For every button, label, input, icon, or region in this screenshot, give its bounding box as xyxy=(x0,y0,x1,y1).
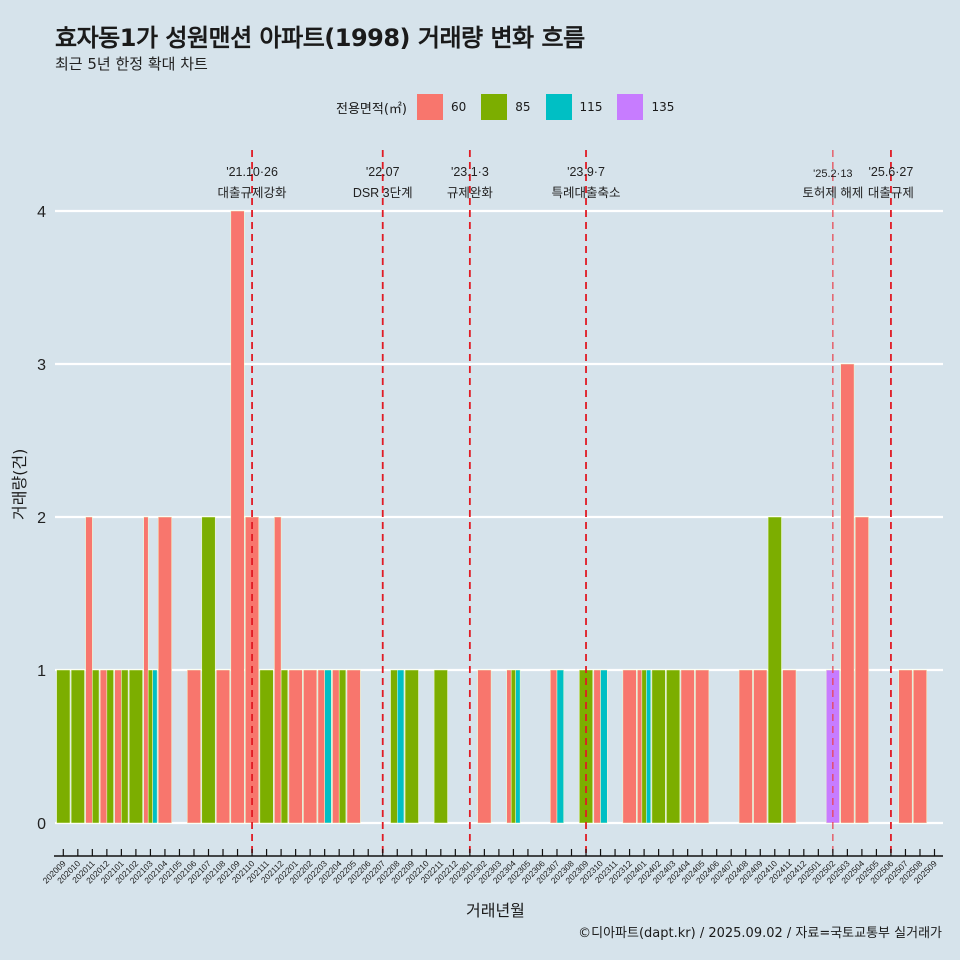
bar-60-202310 xyxy=(593,669,601,824)
bar-60-202411 xyxy=(782,669,797,824)
bar-85-202410 xyxy=(767,516,782,824)
bar-60-202109 xyxy=(230,210,245,824)
bar-60-202302 xyxy=(477,669,492,824)
event-label: 특례대출축소 xyxy=(552,186,621,200)
bar-60-202011 xyxy=(85,516,93,824)
bar-85-202403 xyxy=(666,669,681,824)
bar-85-202208 xyxy=(390,669,398,824)
bar-85-202102 xyxy=(128,669,143,824)
source-caption: ©디아파트(dapt.kr) / 2025.09.02 / 자료=국토교통부 실… xyxy=(578,926,942,941)
bar-85-202009 xyxy=(56,669,71,824)
bar-60-202205 xyxy=(346,669,361,824)
bar-60-202106 xyxy=(187,669,201,824)
event-lines: '21.10·26 대출규제강화 '22.07 DSR 3단계 '23.1·3 규제완화 '… xyxy=(218,150,914,856)
legend-label-85: 85 xyxy=(515,100,531,114)
event-label: 토허제 해제 xyxy=(802,186,863,200)
bar-60-202201 xyxy=(288,669,303,824)
bar-60-202408 xyxy=(738,669,753,824)
chart-title: 효자동1가 성원맨션 아파트(1998) 거래량 변화 흐름 xyxy=(55,24,585,52)
y-axis-title: 거래량(건) xyxy=(10,448,29,520)
bar-85-202011 xyxy=(92,669,100,824)
bar-85-202010 xyxy=(70,669,85,824)
bar-85-202401 xyxy=(641,669,647,824)
bar-115-202310 xyxy=(600,669,608,824)
legend: 전용면적(㎡) 60 85 115 135 xyxy=(336,94,689,120)
bar-60-202112 xyxy=(274,516,282,824)
bar-115-202208 xyxy=(397,669,405,824)
event-date: '22.07 xyxy=(366,165,400,179)
legend-swatch-60 xyxy=(416,94,443,120)
event-date: '25.2·13 xyxy=(813,168,852,180)
legend-swatch-115 xyxy=(545,94,572,120)
bar-115-202304 xyxy=(515,669,521,824)
legend-label-135: 135 xyxy=(651,100,675,114)
y-tick-label: 4 xyxy=(37,204,46,221)
event-label: 규제완화 xyxy=(447,186,494,200)
legend-swatch-135 xyxy=(617,94,644,120)
bar-85-202012 xyxy=(106,669,114,824)
bar-60-202312 xyxy=(622,669,637,824)
bar-60-202404 xyxy=(680,669,695,824)
event-label: 대출규제강화 xyxy=(218,186,288,200)
bar-85-202111 xyxy=(259,669,274,824)
bar-115-202401 xyxy=(646,669,652,824)
event-date: '21.10·26 xyxy=(226,165,278,179)
bar-60-202304 xyxy=(506,669,512,824)
bar-60-202101 xyxy=(114,669,122,824)
legend-label-60: 60 xyxy=(450,100,467,114)
bar-60-202103 xyxy=(143,516,149,824)
x-axis: 2020092020102020112020122021012021022021… xyxy=(41,849,943,885)
event-date: '23.9·7 xyxy=(567,165,605,179)
bar-85-202211 xyxy=(433,669,448,824)
bar-115-202103 xyxy=(152,669,158,824)
bar-85-202112 xyxy=(280,669,289,824)
bar-60-202204 xyxy=(332,669,340,824)
event-label: DSR 3단계 xyxy=(353,186,413,200)
y-tick-label: 2 xyxy=(37,510,46,527)
bar-60-202012 xyxy=(99,669,108,824)
bar-60-202307 xyxy=(550,669,558,824)
bar-60-202405 xyxy=(695,669,710,824)
y-tick-label: 1 xyxy=(37,663,46,680)
legend-swatch-85 xyxy=(481,94,508,120)
bar-60-202507 xyxy=(898,669,913,824)
event-label: 대출규제 xyxy=(868,186,914,200)
bar-115-202203 xyxy=(324,669,332,824)
bar-85-202103 xyxy=(147,669,153,824)
bar-60-202409 xyxy=(753,669,768,824)
chart-subtitle: 최근 5년 한정 확대 차트 xyxy=(55,55,208,73)
bar-60-202504 xyxy=(854,516,869,824)
bar-85-202304 xyxy=(510,669,516,824)
bar-60-202203 xyxy=(317,669,325,824)
x-axis-title: 거래년월 xyxy=(466,901,525,920)
bar-115-202307 xyxy=(556,669,564,824)
legend-label-115: 115 xyxy=(579,100,603,114)
bar-60-202202 xyxy=(303,669,318,824)
event-date: '23.1·3 xyxy=(451,165,489,179)
bar-60-202108 xyxy=(216,669,230,824)
legend-title: 전용면적(㎡) xyxy=(336,101,407,117)
bar-85-202209 xyxy=(404,669,419,824)
bar-85-202107 xyxy=(201,516,216,824)
bar-85-202402 xyxy=(651,669,666,824)
y-tick-label: 3 xyxy=(37,357,46,374)
bar-85-202101 xyxy=(121,669,129,824)
y-axis-ticks: 0 1 2 3 4 xyxy=(37,204,46,833)
event-date: '25.6·27 xyxy=(869,165,914,179)
bar-85-202204 xyxy=(338,669,347,824)
bar-60-202503 xyxy=(840,363,855,824)
bar-60-202104 xyxy=(157,516,172,824)
bar-60-202508 xyxy=(913,669,927,824)
bar-60-202401 xyxy=(637,669,643,824)
y-tick-label: 0 xyxy=(37,816,46,833)
bars xyxy=(56,210,927,824)
